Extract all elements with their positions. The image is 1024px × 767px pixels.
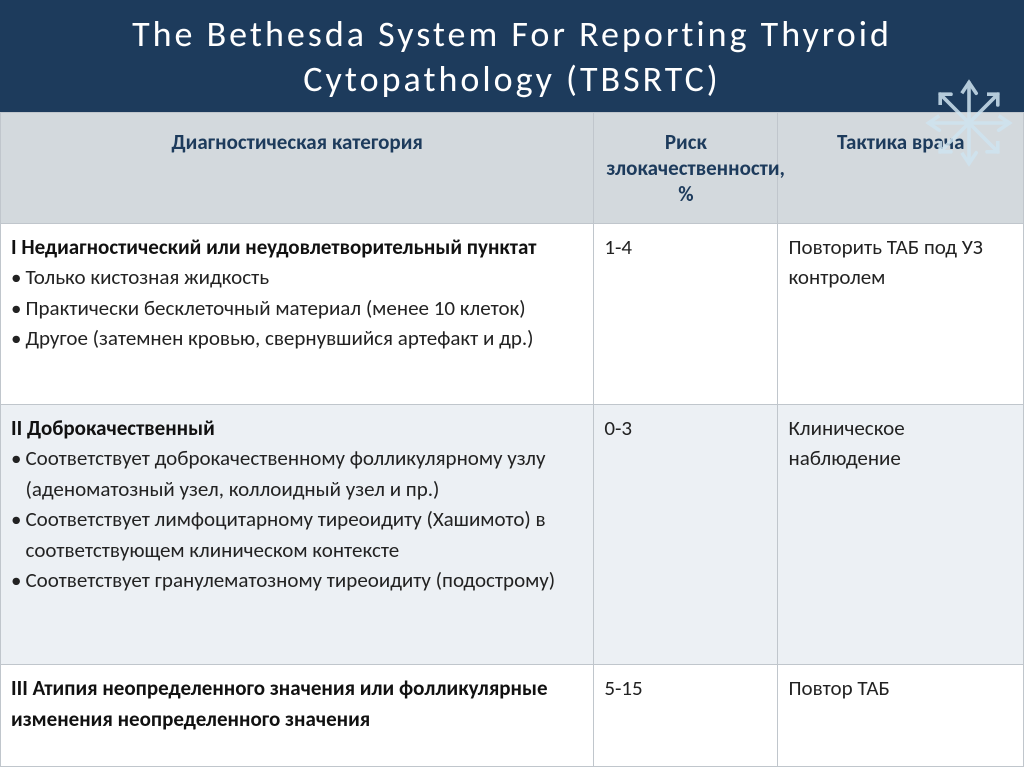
cell-category: II ДоброкачественныйСоответствует доброк… — [1, 405, 594, 665]
cell-risk: 5-15 — [594, 665, 778, 767]
snowflake-icon — [924, 78, 1014, 168]
slide: The Bethesda System For Reporting Thyroi… — [0, 0, 1024, 767]
table-header-row: Диагностическая категория Риск злокачест… — [1, 113, 1024, 224]
col-header-category: Диагностическая категория — [1, 113, 594, 224]
category-bullet: Только кистозная жидкость — [11, 262, 579, 292]
category-heading: III Атипия неопределенного значения или … — [11, 673, 579, 734]
slide-title: The Bethesda System For Reporting Thyroi… — [20, 12, 1004, 102]
category-heading: I Недиагностический или неудовлетворител… — [11, 232, 579, 262]
col-header-risk: Риск злокачественности, % — [594, 113, 778, 224]
title-bar: The Bethesda System For Reporting Thyroi… — [0, 0, 1024, 112]
category-bullet: Практически бесклеточный материал (менее… — [11, 293, 579, 323]
table-body: I Недиагностический или неудовлетворител… — [1, 224, 1024, 767]
cell-category: III Атипия неопределенного значения или … — [1, 665, 594, 767]
category-bullet: Соответствует гранулематозному тиреоидит… — [11, 565, 579, 595]
bethesda-table: Диагностическая категория Риск злокачест… — [0, 112, 1024, 767]
cell-tactic: Повторить ТАБ под УЗ контролем — [778, 224, 1024, 405]
table-row: I Недиагностический или неудовлетворител… — [1, 224, 1024, 405]
category-heading: II Доброкачественный — [11, 413, 579, 443]
category-bullet: Соответствует доброкачественному фоллику… — [11, 443, 579, 504]
cell-category: I Недиагностический или неудовлетворител… — [1, 224, 594, 405]
category-bullet: Соответствует лимфоцитарному тиреоидиту … — [11, 504, 579, 565]
cell-tactic: Клиническое наблюдение — [778, 405, 1024, 665]
table-row: III Атипия неопределенного значения или … — [1, 665, 1024, 767]
cell-risk: 1-4 — [594, 224, 778, 405]
cell-risk: 0-3 — [594, 405, 778, 665]
table-row: II ДоброкачественныйСоответствует доброк… — [1, 405, 1024, 665]
cell-tactic: Повтор ТАБ — [778, 665, 1024, 767]
category-bullet: Другое (затемнен кровью, свернувшийся ар… — [11, 323, 579, 353]
